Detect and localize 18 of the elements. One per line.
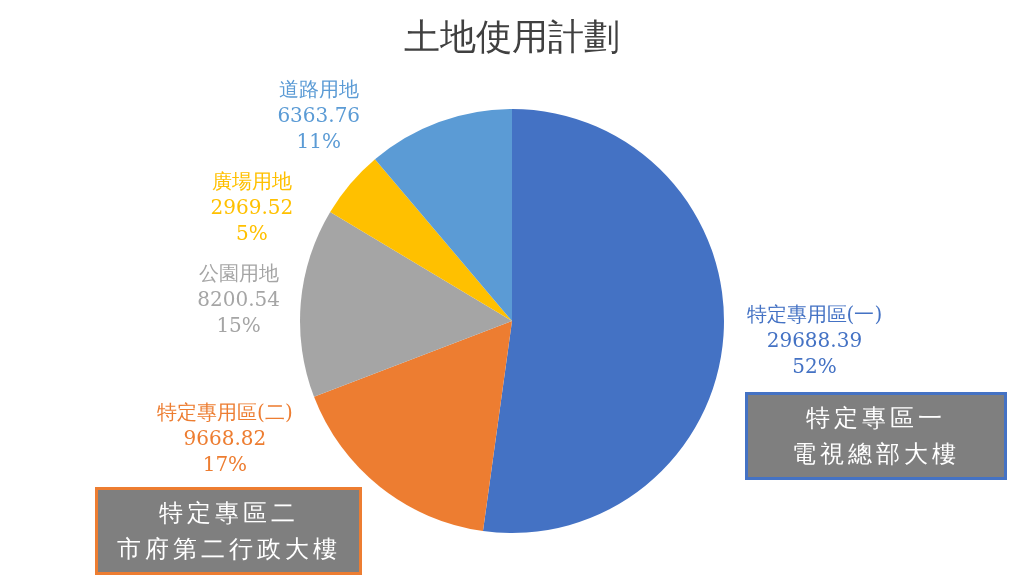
slice-label: 道路用地: [278, 77, 359, 101]
data-label: 2969.52 5%: [210, 195, 294, 245]
text-box: 特定專區一 電視總部大樓: [745, 392, 1007, 480]
text-box: 特定專區二 市府第二行政大樓: [95, 487, 362, 575]
data-label: 6363.76 11%: [277, 103, 361, 153]
pie-slice: [330, 159, 512, 321]
pie-slice: [374, 109, 512, 321]
pie-slice: [314, 321, 512, 532]
data-label: 29688.39 52%: [766, 327, 863, 378]
data-label: 8200.54 15%: [197, 287, 280, 337]
slice-label: 廣場用地: [211, 169, 292, 193]
chart-title: 土地使用計劃: [404, 16, 620, 57]
slice-label: 特定專用區(二): [157, 400, 293, 424]
pie-slice: [482, 109, 724, 533]
pie-slice: [300, 212, 512, 397]
slice-label: 特定專用區(一): [746, 301, 883, 326]
data-label: 9668.82 17%: [183, 426, 267, 476]
slice-label: 公園用地: [198, 261, 279, 285]
